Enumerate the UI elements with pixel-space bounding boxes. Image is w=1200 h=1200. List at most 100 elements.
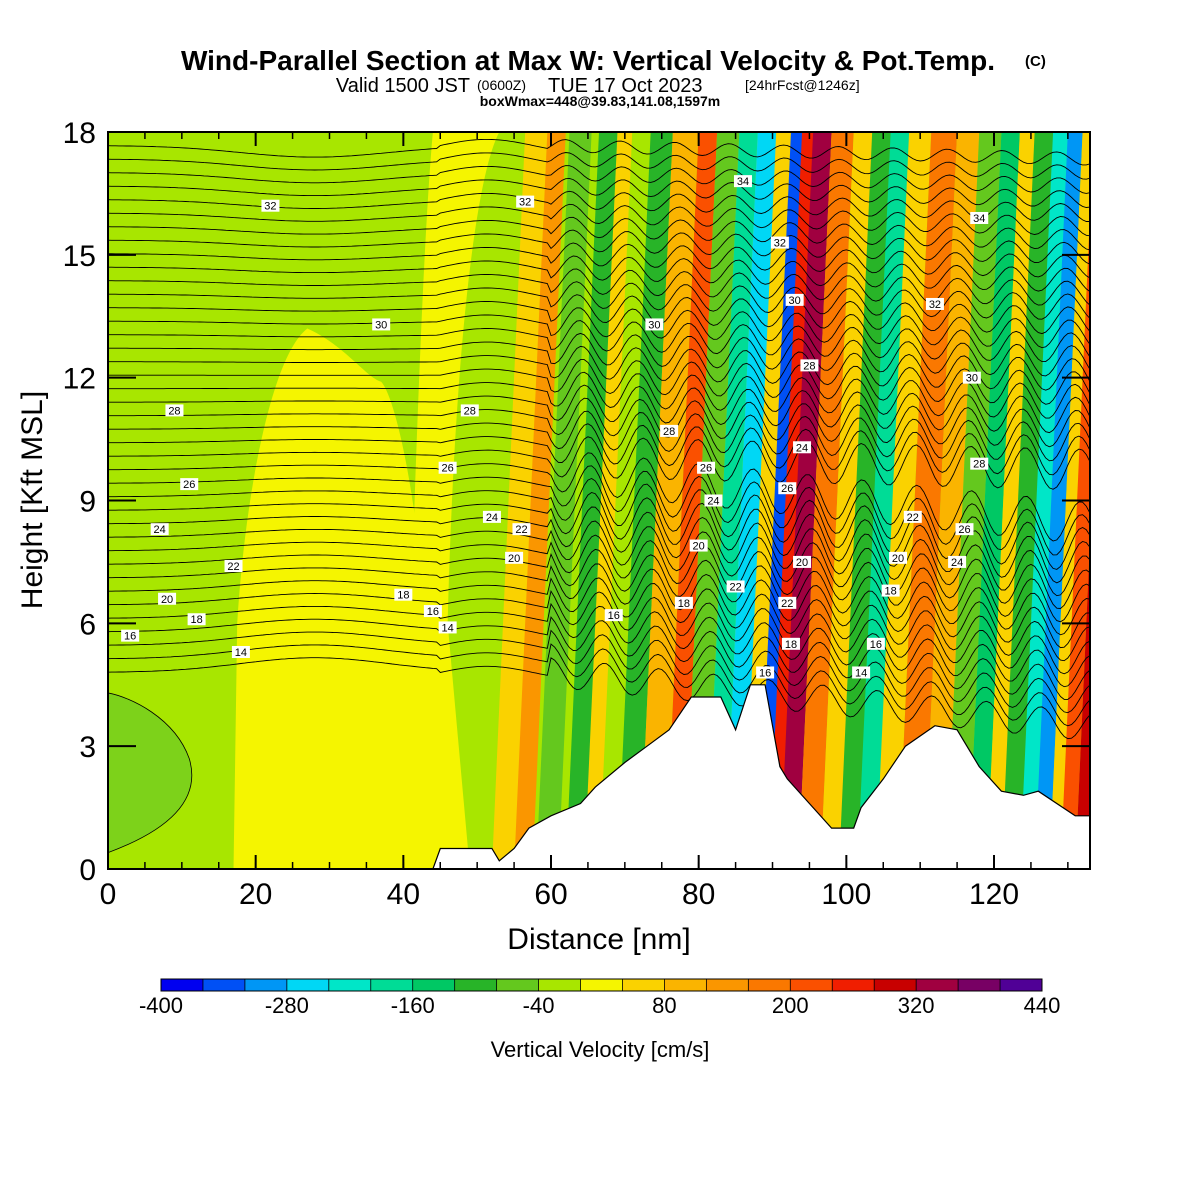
contour-label: 20 — [889, 551, 908, 565]
colorbar-tick-label: 200 — [772, 993, 809, 1018]
theta-contour — [108, 520, 1090, 609]
contour-label-text: 24 — [154, 524, 166, 536]
contour-label-text: 34 — [973, 213, 985, 225]
potential-temperature-contours — [108, 138, 1090, 740]
x-tick-label: 20 — [239, 878, 272, 911]
contour-label: 24 — [793, 441, 812, 454]
contour-label: 34 — [733, 175, 752, 188]
contour-label-text: 30 — [648, 319, 660, 331]
contour-label: 34 — [970, 211, 989, 225]
contour-label-text: 20 — [508, 553, 520, 565]
contour-label-text: 20 — [796, 557, 808, 569]
theta-contour — [108, 165, 1090, 194]
contour-label-text: 18 — [785, 639, 797, 651]
contour-label-text: 14 — [235, 647, 247, 659]
contour-label: 28 — [460, 404, 479, 417]
colorbar-tick-label: 320 — [898, 993, 935, 1018]
colorbar-swatch — [328, 979, 372, 991]
contour-label: 32 — [261, 199, 280, 213]
velocity-band — [1019, 132, 1072, 869]
y-tick-label: 6 — [79, 608, 96, 641]
contour-label-text: 18 — [397, 590, 409, 602]
colorbar-swatch — [412, 979, 456, 991]
contour-label-text: 22 — [515, 524, 527, 536]
velocity-band — [923, 132, 980, 869]
colorbar-swatch — [622, 979, 665, 991]
y-axis-label: Height [Kft MSL] — [16, 391, 49, 609]
x-tick-label: 0 — [100, 878, 117, 911]
x-axis-label: Distance [nm] — [507, 923, 690, 956]
contour-label-text: 16 — [608, 610, 620, 622]
x-tick-label: 120 — [969, 878, 1019, 911]
contour-label: 22 — [726, 580, 745, 593]
theta-contour — [108, 477, 1090, 570]
contour-label-text: 28 — [168, 405, 180, 417]
contour-label-text: 34 — [737, 176, 749, 188]
contour-label: 18 — [781, 637, 800, 651]
box-wmax-line: boxWmax=448@39.83,141.08,1597m — [480, 93, 721, 109]
contour-label: 30 — [372, 318, 391, 331]
contour-label: 22 — [903, 510, 922, 524]
contour-label-text: 32 — [774, 238, 786, 250]
contour-label: 16 — [866, 637, 885, 651]
velocity-band — [565, 132, 622, 869]
contour-label-text: 30 — [789, 295, 801, 307]
colorbar-swatch — [496, 979, 540, 991]
contour-label-text: 18 — [678, 598, 690, 610]
contour-label-text: 22 — [907, 512, 919, 524]
contour-label: 26 — [697, 461, 716, 475]
axes: 0 20 40 60 80 100 120 0 3 6 9 12 15 18 — [63, 117, 1090, 911]
contour-label: 30 — [645, 318, 664, 331]
contour-label: 18 — [881, 584, 900, 598]
colorbar-swatch — [790, 979, 833, 991]
contour-label-text: 16 — [124, 631, 136, 643]
contour-label-text: 26 — [700, 463, 712, 475]
contour-label: 26 — [955, 523, 974, 536]
contour-label-text: 22 — [781, 598, 793, 610]
contour-label: 22 — [224, 560, 243, 573]
valid-time-b: (0600Z) — [477, 77, 526, 93]
contour-label: 16 — [604, 609, 623, 622]
contour-label: 32 — [516, 195, 535, 209]
contour-label: 18 — [187, 613, 206, 626]
theta-contour — [108, 138, 1090, 166]
contour-label: 20 — [158, 592, 177, 606]
velocity-band — [798, 132, 854, 869]
theta-contour — [108, 371, 1090, 419]
contour-label: 24 — [948, 555, 967, 569]
theta-contour — [108, 281, 1090, 320]
contour-label-text: 14 — [442, 622, 454, 634]
contour-label-text: 20 — [693, 541, 705, 553]
contour-label: 30 — [962, 371, 981, 385]
contour-label-text: 16 — [427, 606, 439, 618]
velocity-band — [617, 132, 673, 869]
contour-label-text: 28 — [464, 405, 476, 417]
colorbar-swatch — [832, 979, 875, 991]
theta-contour — [108, 384, 1090, 434]
contour-label: 20 — [689, 539, 708, 553]
velocity-band — [857, 132, 913, 869]
theta-contour — [108, 465, 1090, 556]
theta-contour — [108, 294, 1090, 335]
theta-contour — [108, 152, 1090, 180]
contour-label-text: 16 — [870, 639, 882, 651]
theta-contour — [108, 216, 1090, 251]
y-tick-label: 0 — [79, 854, 96, 887]
colorbar-swatch — [664, 979, 707, 991]
theta-contour — [108, 307, 1090, 349]
contour-label: 14 — [438, 621, 457, 634]
contour-label-text: 20 — [161, 594, 173, 606]
contour-label: 14 — [231, 645, 250, 659]
y-tick-label: 12 — [63, 363, 96, 396]
contour-label-text: 30 — [966, 373, 978, 385]
theta-contour — [108, 436, 1090, 490]
theta-contour — [108, 229, 1090, 265]
velocity-band — [599, 132, 651, 869]
contour-label-text: 24 — [951, 557, 963, 569]
contour-label-text: 28 — [803, 360, 815, 372]
contour-label-text: 24 — [796, 442, 808, 454]
theta-contour — [108, 423, 1090, 476]
contour-label: 24 — [150, 523, 169, 536]
velocity-band — [724, 132, 780, 869]
